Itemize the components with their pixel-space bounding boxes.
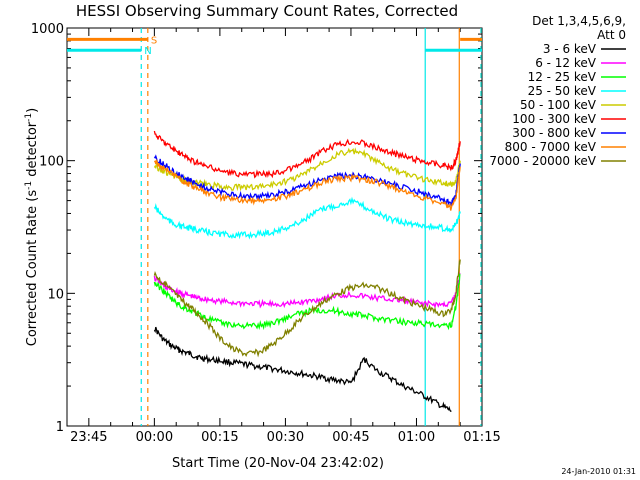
legend-label: 6 - 12 keV (535, 56, 597, 70)
series-line-8 (153, 259, 461, 358)
legend-label: 800 - 7000 keV (505, 140, 597, 154)
series-lines (153, 130, 461, 412)
legend-label: 7000 - 20000 keV (489, 154, 596, 168)
x-tick-label: 01:00 (398, 430, 435, 445)
y-tick-label: 10 (47, 287, 64, 302)
y-label-main: Corrected Count Rate (s (25, 190, 40, 347)
y-tick-label: 1000 (31, 22, 64, 37)
flag-label: N (144, 46, 151, 57)
y-label-end: ) (25, 108, 40, 113)
x-axis-label: Start Time (20-Nov-04 23:42:02) (172, 456, 384, 471)
y-axis-label: Corrected Count Rate (s-1 detector-1) (24, 108, 40, 346)
series-line-6 (153, 154, 461, 207)
x-tick-label: 23:45 (70, 430, 107, 445)
plot-area: 23:45 00:00 00:15 00:30 00:45 01:00 01:15 1101… (31, 22, 501, 445)
x-tick-label: 00:30 (267, 430, 304, 445)
footer-date: 24-Jan-2010 01:31 (561, 467, 636, 476)
chart-title: HESSI Observing Summary Count Rates, Cor… (76, 2, 458, 20)
x-tick-label: 00:15 (201, 430, 238, 445)
flag-label: S (151, 35, 157, 46)
x-axis-ticks: 23:45 00:00 00:15 00:30 00:45 01:00 01:15 (66, 28, 501, 445)
legend-header-line1: Det 1,3,4,5,6,9, (532, 14, 626, 28)
y-label-sup1: -1 (24, 181, 34, 190)
series-line-0 (153, 326, 452, 412)
legend-label: 300 - 800 keV (512, 126, 596, 140)
plot-frame (66, 27, 483, 427)
y-axis-ticks: 1 10 100 1000 (31, 22, 482, 435)
series-line-5 (153, 130, 461, 179)
y-tick-label: 1 (56, 420, 64, 435)
x-tick-label: 00:45 (332, 430, 369, 445)
legend-label: 50 - 100 keV (520, 98, 597, 112)
series-line-7 (153, 158, 461, 211)
y-label-sup2: -1 (24, 113, 34, 122)
legend-label: 25 - 50 keV (528, 84, 597, 98)
x-tick-label: 00:00 (136, 430, 173, 445)
y-label-mid: detector (25, 121, 40, 181)
legend-header-line2: Att 0 (597, 28, 626, 42)
legend-label: 12 - 25 keV (528, 70, 597, 84)
x-tick-label: 01:15 (463, 430, 500, 445)
legend-label: 3 - 6 keV (543, 42, 597, 56)
series-line-3 (153, 196, 461, 240)
y-tick-label: 100 (39, 155, 64, 170)
legend-label: 100 - 300 keV (512, 112, 596, 126)
status-flags: SN (67, 35, 482, 57)
